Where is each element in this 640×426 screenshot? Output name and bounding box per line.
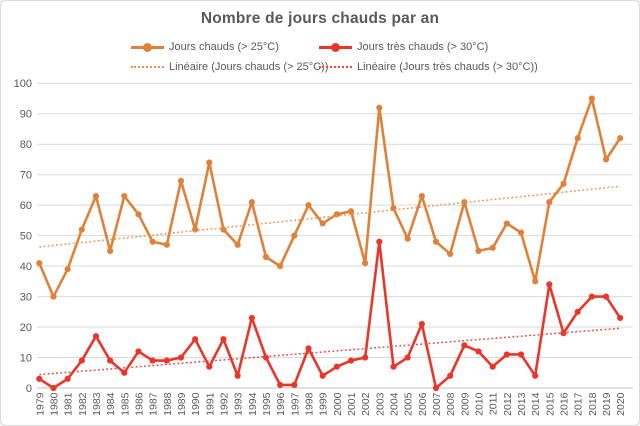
svg-text:10: 10 (20, 352, 32, 364)
trendline-lineaire-jours-chauds (39, 185, 621, 248)
legend-label-jours-chauds: Jours chauds (> 25°C) (169, 41, 279, 53)
svg-text:100: 100 (14, 78, 32, 90)
legend-label-lineaire-jours-tres-chauds: Linéaire (Jours très chauds (> 30°C)) (357, 61, 538, 73)
svg-text:30: 30 (20, 291, 32, 303)
svg-text:1987: 1987 (148, 392, 160, 416)
svg-text:2007: 2007 (431, 392, 443, 416)
svg-text:2018: 2018 (587, 392, 599, 416)
svg-text:60: 60 (20, 200, 32, 212)
svg-text:1997: 1997 (289, 392, 301, 416)
svg-text:2005: 2005 (403, 392, 415, 416)
svg-text:1985: 1985 (119, 392, 131, 416)
svg-text:2011: 2011 (488, 392, 500, 415)
svg-text:1983: 1983 (91, 392, 103, 416)
svg-text:2003: 2003 (374, 392, 386, 416)
svg-text:2002: 2002 (360, 392, 372, 416)
svg-text:20: 20 (20, 322, 32, 334)
svg-text:1995: 1995 (261, 392, 273, 416)
svg-text:1992: 1992 (218, 392, 230, 416)
legend-item-jours-chauds: Jours chauds (> 25°C) (131, 40, 279, 54)
svg-text:1990: 1990 (190, 392, 202, 416)
trendline-lineaire-jours-tres-chauds (39, 327, 621, 376)
svg-text:2000: 2000 (332, 392, 344, 416)
series-jours-tres-chauds (36, 238, 624, 392)
svg-text:2013: 2013 (516, 392, 528, 416)
legend-swatch-line-orange-icon (131, 42, 164, 52)
svg-text:2001: 2001 (346, 392, 358, 416)
svg-text:1979: 1979 (34, 392, 46, 416)
svg-text:50: 50 (20, 230, 32, 242)
svg-text:2012: 2012 (502, 392, 514, 416)
svg-text:1998: 1998 (303, 392, 315, 416)
svg-text:1988: 1988 (162, 392, 174, 416)
svg-text:1994: 1994 (247, 392, 259, 416)
legend-item-lineaire-jours-chauds: Linéaire (Jours chauds (> 25°C)) (131, 60, 328, 74)
svg-text:2010: 2010 (474, 392, 486, 416)
svg-text:2009: 2009 (459, 392, 471, 416)
svg-text:2008: 2008 (445, 392, 457, 416)
legend-item-jours-tres-chauds: Jours très chauds (> 30°C) (319, 40, 488, 54)
chart-title: Nombre de jours chauds par an (200, 10, 440, 27)
svg-text:2017: 2017 (573, 392, 585, 416)
legend-swatch-dotted-red-icon (319, 62, 352, 72)
legend-item-lineaire-jours-tres-chauds: Linéaire (Jours très chauds (> 30°C)) (319, 60, 538, 74)
svg-text:1989: 1989 (176, 392, 188, 416)
y-axis-labels: 0 10 20 30 40 50 60 70 80 90 100 (14, 78, 32, 395)
legend-label-lineaire-jours-chauds: Linéaire (Jours chauds (> 25°C)) (169, 61, 329, 73)
svg-text:1993: 1993 (233, 392, 245, 416)
svg-text:80: 80 (20, 139, 32, 151)
svg-text:2004: 2004 (389, 392, 401, 416)
svg-text:1986: 1986 (133, 392, 145, 416)
svg-text:1991: 1991 (204, 392, 216, 416)
svg-text:2006: 2006 (417, 392, 429, 416)
svg-text:2020: 2020 (615, 392, 627, 416)
svg-text:0: 0 (26, 383, 32, 395)
svg-text:2014: 2014 (530, 392, 542, 416)
legend-swatch-line-red-icon (319, 42, 352, 52)
svg-text:2016: 2016 (559, 392, 571, 416)
svg-text:1981: 1981 (63, 392, 75, 416)
svg-text:1984: 1984 (105, 392, 117, 416)
svg-text:1999: 1999 (318, 392, 330, 416)
legend-label-jours-tres-chauds: Jours très chauds (> 30°C) (357, 41, 489, 53)
series-jours-chauds (36, 95, 624, 300)
svg-text:40: 40 (20, 261, 32, 273)
legend-swatch-dotted-orange-icon (131, 62, 164, 72)
svg-text:70: 70 (20, 170, 32, 182)
svg-text:1996: 1996 (275, 392, 287, 416)
svg-text:1980: 1980 (48, 392, 60, 416)
svg-text:1982: 1982 (77, 392, 89, 416)
x-axis-labels: 1979 1980 1981 1982 1983 1984 1985 1986 1987 1988… (34, 392, 627, 416)
svg-text:2019: 2019 (601, 392, 613, 416)
svg-text:2015: 2015 (544, 392, 556, 416)
gridlines (37, 82, 633, 389)
svg-text:90: 90 (20, 109, 32, 121)
